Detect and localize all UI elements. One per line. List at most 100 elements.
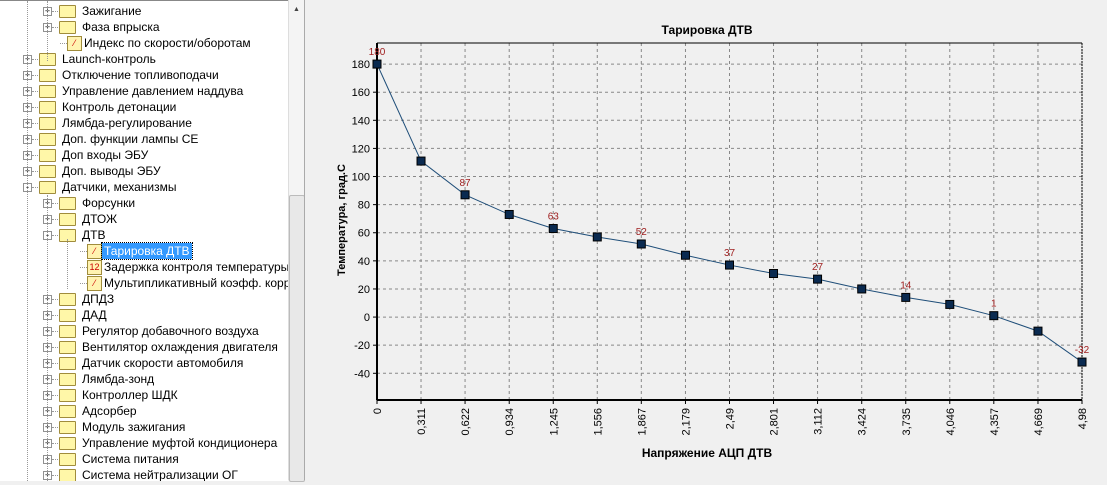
tree-item[interactable]: + Фаза впрыска [0,19,288,35]
data-point [416,156,426,166]
tree-item[interactable]: 12 Задержка контроля температуры во [0,259,288,275]
tree-item[interactable]: + Форсунки [0,195,288,211]
x-tick-label: 2,801 [769,408,781,436]
data-point [857,284,867,294]
data-label: 180 [369,47,386,58]
y-tick-label: 160 [352,87,370,99]
tree-item[interactable]: + Управление муфтой кондиционера [0,435,288,451]
x-tick-label: 1,245 [548,408,560,436]
tree-item-label: ДАД [82,308,107,322]
chart-icon: ⁄ [67,36,82,51]
folder-icon [59,469,76,481]
data-point [725,260,734,270]
tree-item[interactable]: + Зажигание [0,3,288,19]
tree-item[interactable]: + Датчик скорости автомобиля [0,355,288,371]
y-tick-label: 0 [364,312,370,324]
tree-item-label: ДТОЖ [82,212,118,226]
folder-icon [39,101,56,114]
tree-item[interactable]: + Модуль зажигания [0,419,288,435]
tree-item[interactable]: + Доп. выводы ЭБУ [0,163,288,179]
tree-item[interactable]: + Лямбда-зонд [0,371,288,387]
x-tick-label: 4,357 [989,408,1001,436]
data-point [372,59,382,69]
tree-item[interactable]: + Контроллер ШДК [0,387,288,403]
tree-item[interactable]: + Отключение топливоподачи [0,67,288,83]
folder-icon [59,341,76,354]
tree-item[interactable]: + Вентилятор охлаждения двигателя [0,339,288,355]
folder-icon [59,357,76,370]
tree-line [27,1,28,481]
folder-icon [59,293,76,306]
tree-item[interactable]: + Управление давлением наддува [0,83,288,99]
data-point [592,232,602,242]
tree-item[interactable]: ⁄Мультипликативный коэфф. коррекц [0,275,288,291]
tree-item[interactable]: + ДАД [0,307,288,323]
folder-icon [59,421,76,434]
x-tick-label: 1,867 [636,408,648,436]
x-tick-label: 3,424 [857,408,869,436]
tree-item[interactable]: + Launch-контроль [0,51,288,67]
folder-icon [39,165,56,178]
tree-item[interactable]: + Система питания [0,451,288,467]
tree-item-label: Форсунки [82,196,136,210]
calibration-chart: Тарировка ДТВ Напряжение АЦП ДТВ Темпера… [336,23,1090,460]
tree-item-label: Зажигание [82,4,142,18]
x-tick-label: 0,622 [460,408,472,436]
tree-item[interactable]: + Доп входы ЭБУ [0,147,288,163]
tree-item[interactable]: - Датчики, механизмы [0,179,288,195]
tree-item-label: Лямбда-регулирование [62,116,192,130]
chart-icon: ⁄ [87,276,102,291]
tree-item[interactable]: + Система нейтрализации ОГ [0,467,288,481]
value-icon: 12 [87,260,102,275]
folder-icon [39,69,56,82]
folder-icon [39,181,56,194]
scrollbar-thumb[interactable] [289,195,305,482]
y-tick-label: 60 [358,228,370,240]
x-tick-label: 0 [372,408,384,414]
scroll-up-arrow-icon[interactable]: ▲ [293,6,300,13]
tree-item-label: Датчики, механизмы [62,180,177,194]
data-point [636,239,646,249]
settings-tree[interactable]: + Зажигание + Фаза впрыска ⁄ Индекс по скорос… [0,0,288,481]
data-label: 27 [812,262,824,273]
folder-icon [59,213,76,226]
data-point [504,209,514,219]
folder-icon [59,21,76,34]
tree-item-label: Адсорбер [82,404,137,418]
x-tick-label: 4,98 [1077,408,1089,429]
tree-line [47,1,48,61]
tree-item[interactable]: + Регулятор добавочного воздуха [0,323,288,339]
tree-item[interactable]: + Лямбда-регулирование [0,115,288,131]
y-tick-label: 180 [352,59,370,71]
y-tick-label: -20 [354,340,370,352]
tree-item[interactable]: + ДПДЗ [0,291,288,307]
tree-item-label: Индекс по скорости/оборотам [84,36,251,50]
tree-item[interactable]: ⁄ Тарировка ДТВ [0,242,288,260]
data-label: 63 [548,212,560,223]
tree-item-label: Фаза впрыска [82,20,160,34]
y-tick-label: 80 [358,200,370,212]
plot-area [377,43,1082,400]
x-axis-label: Напряжение АЦП ДТВ [642,446,773,460]
folder-icon [39,117,56,130]
tree-item-label: Управление давлением наддува [62,84,244,98]
data-point [680,250,690,260]
tree-item[interactable]: + Адсорбер [0,403,288,419]
folder-icon [39,149,56,162]
tree-item[interactable]: + Контроль детонации [0,99,288,115]
x-tick-label: 0,311 [416,408,428,435]
folder-icon [59,437,76,450]
tree-line [47,195,48,481]
folder-icon [59,325,76,338]
folder-icon [59,453,76,466]
tree-item[interactable]: - ДТВ [0,227,288,243]
tree-item[interactable]: ⁄ Индекс по скорости/оборотам [0,35,288,51]
tree-item-label: Система нейтрализации ОГ [82,468,238,481]
tree-item[interactable]: + ДТОЖ [0,211,288,227]
x-tick-label: 3,112 [813,408,825,435]
tree-item[interactable]: + Доп. функции лампы CE [0,131,288,147]
chart-icon: ⁄ [87,244,102,259]
folder-icon [59,309,76,322]
folder-icon [59,5,76,18]
tree-item-label: Launch-контроль [62,52,156,66]
